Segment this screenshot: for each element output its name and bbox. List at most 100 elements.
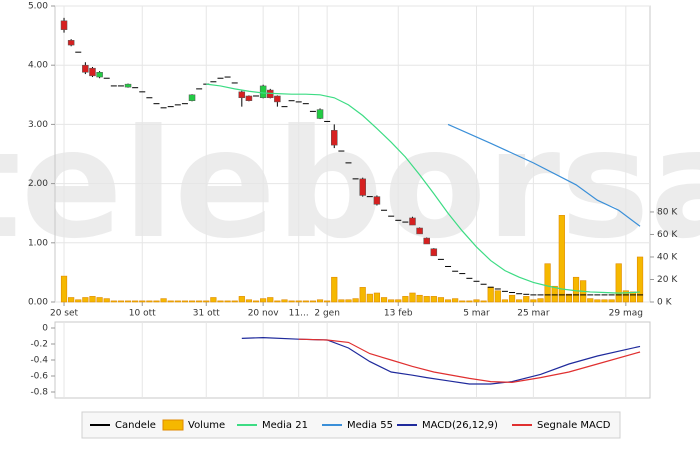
legend-label: Media 55 bbox=[347, 420, 393, 431]
volume-bar bbox=[587, 298, 594, 303]
volume-bar bbox=[217, 300, 224, 303]
volume-bar bbox=[146, 300, 153, 303]
volume-bar bbox=[615, 263, 622, 303]
candle-body bbox=[60, 20, 68, 30]
candle-body bbox=[82, 64, 89, 73]
candle-body bbox=[316, 109, 324, 119]
y-tick-label: -0.8 bbox=[30, 388, 48, 398]
volume-bar bbox=[153, 300, 160, 303]
y2-tick-label: 60 K bbox=[657, 230, 678, 240]
y-tick-label: 3.00 bbox=[28, 120, 48, 130]
volume-bar bbox=[636, 256, 644, 303]
candle-body bbox=[259, 85, 267, 99]
volume-bar bbox=[68, 297, 75, 303]
volume-bar bbox=[444, 299, 452, 303]
volume-bar bbox=[473, 299, 480, 303]
y2-tick-label: 80 K bbox=[657, 207, 678, 217]
volume-bar bbox=[60, 275, 68, 303]
volume-bar bbox=[395, 299, 402, 303]
x-tick-label: 10 ott bbox=[129, 309, 156, 319]
x-tick-label: 20 set bbox=[50, 309, 79, 319]
volume-bar bbox=[409, 292, 416, 303]
volume-bar bbox=[388, 299, 395, 303]
candle-body bbox=[331, 130, 338, 146]
x-tick-label: 29 mag bbox=[609, 309, 643, 319]
volume-bar bbox=[110, 300, 117, 303]
volume-bar bbox=[423, 296, 430, 303]
volume-bar bbox=[416, 294, 423, 303]
volume-bar bbox=[316, 299, 324, 303]
volume-bar bbox=[352, 298, 359, 303]
volume-bar bbox=[103, 298, 110, 303]
candle-body bbox=[359, 178, 366, 196]
volume-bar bbox=[281, 299, 288, 303]
legend-label: Candele bbox=[115, 420, 156, 431]
y-tick-label: 1.00 bbox=[28, 238, 48, 248]
volume-bar bbox=[75, 299, 82, 303]
volume-bar bbox=[501, 299, 509, 303]
volume-bar bbox=[366, 293, 373, 303]
y-tick-label: 0.00 bbox=[28, 298, 48, 308]
candle-body bbox=[423, 237, 430, 245]
candle-body bbox=[409, 217, 416, 226]
volume-bar bbox=[210, 297, 217, 303]
volume-bar bbox=[203, 300, 210, 303]
volume-bar bbox=[608, 299, 615, 303]
volume-bar bbox=[196, 300, 203, 303]
volume-bar bbox=[508, 294, 516, 303]
volume-bar bbox=[565, 293, 573, 303]
candle-body bbox=[67, 40, 75, 46]
candle-body bbox=[416, 227, 423, 235]
volume-bar bbox=[629, 291, 637, 303]
y-tick-label: 0 bbox=[42, 324, 48, 334]
volume-bar bbox=[345, 299, 352, 303]
volume-bar bbox=[373, 292, 381, 303]
y-tick-label: 5.00 bbox=[28, 2, 48, 12]
volume-bar bbox=[124, 300, 132, 303]
volume-bar bbox=[302, 300, 309, 303]
volume-bar bbox=[174, 300, 181, 303]
volume-bar bbox=[224, 300, 231, 303]
candle-body bbox=[96, 72, 103, 78]
x-tick-label: 5 mar bbox=[463, 309, 490, 319]
x-tick-label: 13 feb bbox=[384, 309, 413, 319]
volume-bar bbox=[324, 300, 331, 303]
candle-body bbox=[245, 95, 253, 101]
legend-label: Media 21 bbox=[262, 420, 308, 431]
volume-bar bbox=[132, 300, 139, 303]
volume-bar bbox=[288, 300, 295, 303]
y-tick-label: -0.6 bbox=[30, 372, 48, 382]
volume-bar bbox=[309, 300, 317, 303]
x-tick-label: 11... bbox=[289, 309, 309, 319]
volume-bar bbox=[402, 296, 409, 303]
volume-bar bbox=[516, 299, 523, 303]
volume-bar bbox=[245, 299, 253, 303]
volume-bar bbox=[530, 299, 537, 303]
y-tick-label: 4.00 bbox=[28, 61, 48, 71]
volume-bar bbox=[167, 300, 174, 303]
volume-bar bbox=[117, 300, 125, 303]
candle-body bbox=[124, 83, 132, 88]
series-line bbox=[206, 83, 641, 294]
volume-bar bbox=[558, 215, 565, 303]
volume-bar bbox=[139, 300, 146, 303]
volume-bar bbox=[252, 300, 260, 303]
x-tick-label: 20 nov bbox=[248, 309, 280, 319]
candle-body bbox=[430, 248, 438, 257]
volume-bar bbox=[238, 296, 245, 303]
legend-label: MACD(26,12,9) bbox=[422, 420, 498, 431]
candle-body bbox=[188, 94, 196, 101]
legend-swatch bbox=[162, 419, 184, 431]
volume-bar bbox=[551, 285, 558, 303]
y2-tick-label: 40 K bbox=[657, 252, 678, 262]
candle-body bbox=[274, 95, 281, 103]
volume-bar bbox=[437, 297, 445, 303]
volume-bar bbox=[338, 299, 345, 303]
volume-bar bbox=[452, 298, 459, 303]
candle-body bbox=[373, 196, 381, 205]
volume-bar bbox=[466, 300, 473, 303]
volume-bar bbox=[537, 298, 544, 303]
volume-bar bbox=[82, 297, 89, 303]
volume-bar bbox=[160, 298, 167, 303]
